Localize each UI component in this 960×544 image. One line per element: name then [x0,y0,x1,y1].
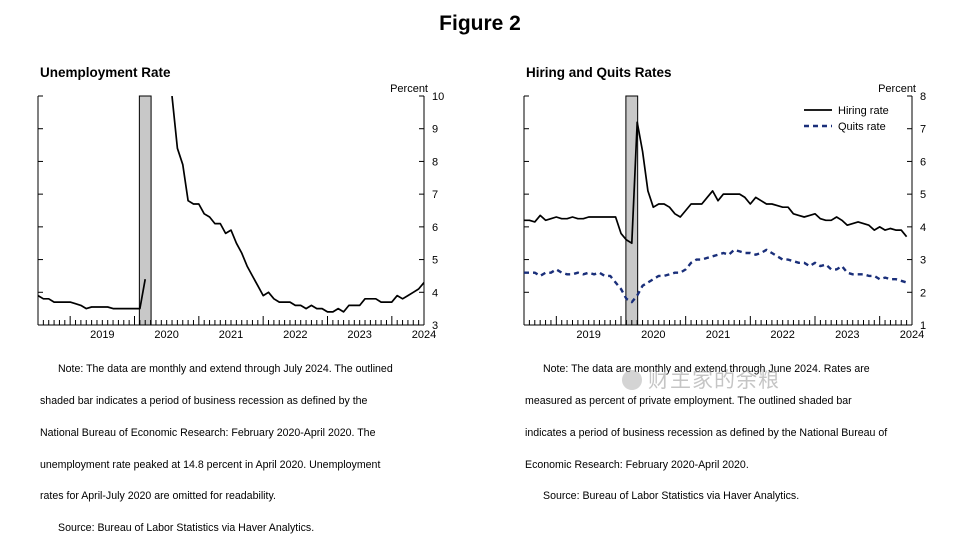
note-line: Note: The data are monthly and extend th… [58,363,393,376]
hiring-quits-chart: Hiring and Quits Rates Percent 1 2 3 4 5 6 7 8 201… [523,65,926,341]
source-line: Source: Bureau of Labor Statistics via H… [543,490,800,503]
y-tick-label: 8 [432,156,438,168]
note-line: unemployment rate peaked at 14.8 percent… [40,458,381,471]
y-tick-label: 10 [432,91,444,103]
x-tick-label: 2021 [706,329,730,341]
note-line: National Bureau of Economic Research: Fe… [40,426,376,439]
y-tick-label: 2 [920,287,926,299]
y-tick-label: 7 [432,189,438,201]
x-tick-label: 2020 [154,329,178,341]
unemployment-chart: Unemployment Rate Percent 3 4 5 6 7 8 9 10 2019 202… [37,65,444,341]
x-tick-label: 2021 [219,329,243,341]
x-tick-label: 2024 [412,329,436,341]
figure-title: Figure 2 [439,12,521,35]
x-tick-label: 2024 [900,329,924,341]
note-line: shaded bar indicates a period of busines… [40,394,368,407]
y-tick-label: 4 [432,287,438,299]
y-tick-label: 6 [432,222,438,234]
note-line: measured as percent of private employmen… [525,394,852,407]
x-tick-label: 2020 [641,329,665,341]
y-tick-label: 1 [920,320,926,332]
unit-label: Percent [878,83,916,95]
y-tick-label: 5 [920,189,926,201]
note-line: rates for April-July 2020 are omitted fo… [40,490,276,503]
x-tick-label: 2023 [835,329,859,341]
legend-label: Quits rate [838,121,886,133]
source-line: Source: Bureau of Labor Statistics via H… [58,522,315,535]
x-tick-label: 2022 [283,329,307,341]
y-tick-label: 3 [920,255,926,267]
figure-charts: Unemployment Rate Percent 3 4 5 6 7 8 9 10 2019 202… [37,65,926,341]
y-tick-label: 6 [920,156,926,168]
series-line [524,121,908,245]
unit-label: Percent [390,83,428,95]
y-tick-label: 7 [920,124,926,136]
x-tick-label: 2019 [90,329,114,341]
series-line [38,96,424,313]
watermark-logo-icon [622,370,642,390]
x-tick-label: 2019 [576,329,600,341]
recession-shading [138,95,152,326]
series-line [524,248,907,304]
watermark-text: 财主家的余粮 [648,368,780,392]
x-tick-label: 2023 [347,329,371,341]
note-line: indicates a period of business recession… [525,426,888,439]
y-tick-label: 5 [432,255,438,267]
note-line: Economic Research: February 2020-April 2… [525,458,749,471]
x-tick-label: 2022 [770,329,794,341]
unemployment-chart-notes: Note: The data are monthly and extend th… [40,343,393,544]
panel-title: Unemployment Rate [40,65,171,80]
note-line: Note: The data are monthly and extend th… [543,363,870,376]
y-tick-label: 3 [432,320,438,332]
panel-title: Hiring and Quits Rates [526,65,672,80]
watermark: 财主家的余粮 [622,364,780,394]
y-tick-label: 9 [432,124,438,136]
recession-shading [625,95,639,326]
y-tick-label: 4 [920,222,926,234]
legend-label: Hiring rate [838,105,889,117]
y-tick-label: 8 [920,91,926,103]
